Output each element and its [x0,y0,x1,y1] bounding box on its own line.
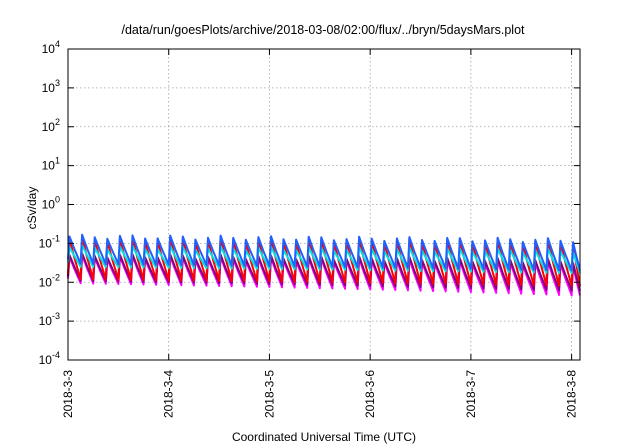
tick-layer [67,48,580,361]
series-line [67,244,581,275]
y-tick-label: 10-4 [39,350,60,367]
y-tick-labels: 10-4 10-3 10-2 10-1 100 101 102 103 104 [39,39,60,367]
y-tick-label: 10-2 [39,272,60,289]
series-line [67,236,581,287]
y-axis-label: cSv/day [25,187,39,230]
chart-title: /data/run/goesPlots/archive/2018-03-08/0… [121,23,525,37]
x-axis-label: Coordinated Universal Time (UTC) [232,430,416,444]
series-line [67,252,581,292]
y-tick-label: 10-3 [39,311,60,328]
x-tick-label: 2018-3-8 [565,370,579,418]
x-tick-label: 2018-3-6 [363,370,377,418]
y-tick-label: 104 [42,39,60,56]
y-tick-label: 10-1 [39,233,60,250]
x-tick-label: 2018-3-5 [262,370,276,418]
x-tick-label: 2018-3-4 [162,370,176,418]
x-tick-labels: 2018-3-3 2018-3-4 2018-3-5 2018-3-6 2018-3-7… [61,370,579,418]
series-layer [67,233,581,297]
x-tick-label: 2018-3-7 [464,370,478,418]
y-tick-label: 102 [42,117,60,134]
y-tick-label: 101 [42,156,60,173]
y-tick-label: 103 [42,78,60,95]
y-tick-label: 100 [42,195,60,212]
series-line [67,233,581,272]
grid-layer [68,49,580,360]
x-tick-label: 2018-3-3 [61,370,75,418]
